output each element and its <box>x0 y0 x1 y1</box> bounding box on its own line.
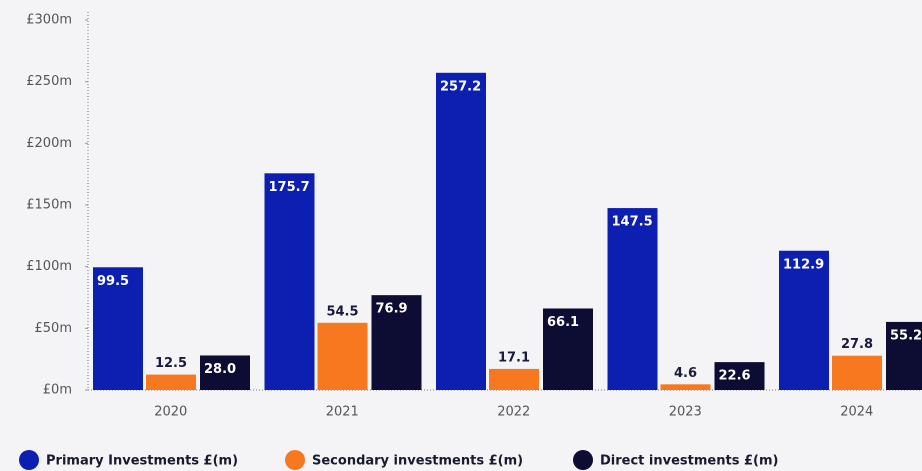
data-label: 147.5 <box>612 215 653 230</box>
bar <box>886 321 922 390</box>
data-label: 66.1 <box>547 315 579 330</box>
bar <box>146 374 196 390</box>
y-tick-label: £200m <box>26 136 72 151</box>
data-label: 76.9 <box>376 302 408 317</box>
bar <box>436 72 486 390</box>
y-tick-label: £100m <box>26 259 72 274</box>
bar <box>371 295 422 390</box>
bar <box>93 267 143 390</box>
x-tick-label: 2021 <box>326 405 359 420</box>
bar <box>779 250 829 390</box>
data-label: 12.5 <box>155 356 187 371</box>
data-label: 17.1 <box>498 350 530 365</box>
y-tick-label: £50m <box>35 321 72 336</box>
bar <box>832 355 882 390</box>
bar <box>489 368 539 390</box>
x-tick-label: 2022 <box>497 405 530 420</box>
x-tick-label: 2020 <box>154 405 187 420</box>
data-label: 54.5 <box>326 304 358 319</box>
y-tick-label: £250m <box>26 74 72 89</box>
data-label: 22.6 <box>719 369 751 384</box>
data-label: 27.8 <box>841 337 873 352</box>
bar <box>714 362 765 390</box>
data-label: 175.7 <box>269 180 310 195</box>
legend-label: Secondary investments £(m) <box>312 454 523 469</box>
data-label: 28.0 <box>204 362 236 377</box>
bar <box>543 308 593 390</box>
y-tick-label: £300m <box>26 13 72 28</box>
data-label: 4.6 <box>674 366 697 381</box>
bar <box>660 384 711 390</box>
y-tick-label: £0m <box>43 383 72 398</box>
bar <box>317 322 368 390</box>
bar <box>607 208 658 390</box>
data-label: 55.2 <box>890 328 922 343</box>
legend-swatch <box>285 450 305 470</box>
legend-label: Direct investments £(m) <box>600 454 778 469</box>
bar <box>264 173 315 390</box>
legend-label: Primary Investments £(m) <box>46 454 238 469</box>
data-label: 99.5 <box>97 274 129 289</box>
data-label: 257.2 <box>440 79 481 94</box>
legend-swatch <box>19 450 39 470</box>
legend-swatch <box>573 450 593 470</box>
data-label: 112.9 <box>783 257 824 272</box>
x-tick-label: 2023 <box>669 405 702 420</box>
x-tick-label: 2024 <box>840 405 873 420</box>
bar <box>200 355 250 390</box>
y-tick-label: £150m <box>26 198 72 213</box>
